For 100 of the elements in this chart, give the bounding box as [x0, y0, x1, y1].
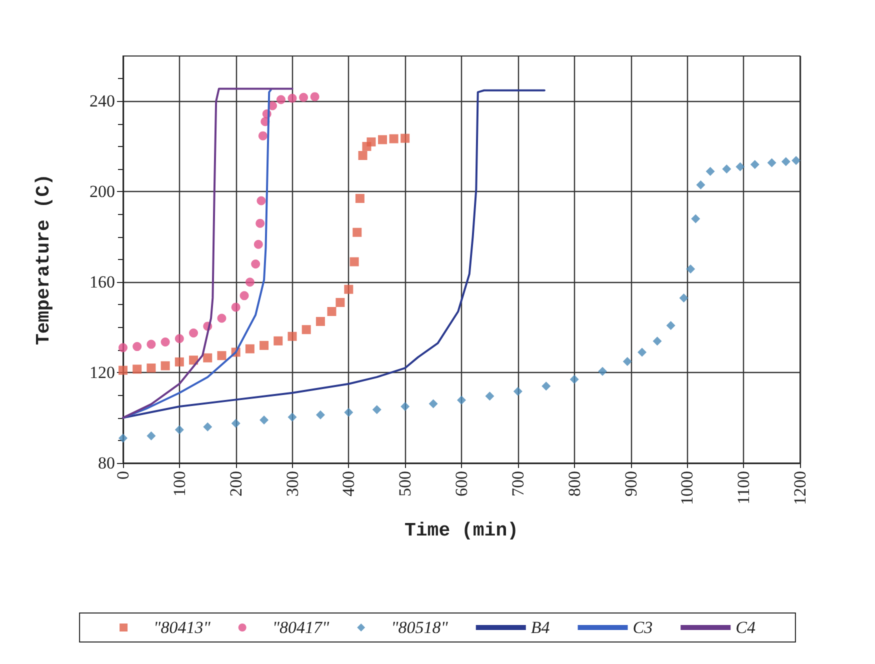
point: [652, 336, 662, 346]
x-tick-label: 1200: [790, 471, 810, 505]
y-tick-label: 80: [98, 454, 115, 472]
y-axis-title: Temperature (C): [32, 174, 54, 346]
x-tick-label: 600: [452, 471, 471, 496]
point: [288, 332, 297, 341]
point: [146, 340, 156, 349]
point: [231, 302, 240, 312]
point: [160, 338, 170, 347]
x-axis-title: Time (min): [404, 520, 519, 542]
point: [344, 284, 354, 294]
point: [750, 160, 760, 170]
point: [274, 336, 283, 346]
point: [679, 293, 688, 302]
y-tick-label: 200: [90, 182, 115, 202]
point: [598, 366, 608, 376]
point: [203, 422, 212, 432]
point: [696, 180, 706, 190]
legend-label: C3: [632, 618, 653, 637]
point: [792, 156, 801, 165]
line-series: [122, 89, 546, 419]
x-tick-label: 1100: [734, 471, 754, 504]
point: [691, 214, 700, 224]
point: [118, 343, 128, 352]
point: [352, 228, 362, 237]
point: [372, 405, 382, 414]
point: [256, 196, 266, 206]
point: [118, 434, 128, 443]
point: [245, 278, 254, 287]
point: [146, 364, 156, 373]
point: [570, 374, 579, 384]
x-tick-label: 900: [621, 471, 640, 496]
point: [378, 135, 388, 144]
point: [245, 344, 254, 354]
legend-label: C4: [736, 618, 756, 637]
legend-label: "80413": [154, 618, 212, 637]
point: [203, 353, 212, 362]
point: [146, 431, 156, 440]
point: [260, 416, 269, 425]
x-tick-label: 300: [282, 471, 302, 496]
point: [513, 386, 522, 396]
point: [174, 357, 184, 366]
point: [258, 131, 268, 140]
point: [400, 402, 410, 411]
point: [428, 399, 438, 408]
point: [299, 92, 308, 102]
x-tick-label: 0: [114, 471, 132, 480]
point: [231, 418, 240, 428]
point: [316, 410, 325, 420]
y-tick-label: 160: [90, 272, 115, 292]
point: [542, 382, 551, 391]
point: [736, 162, 745, 172]
legend-label: "80417": [272, 618, 330, 637]
point: [344, 408, 354, 417]
point: [767, 158, 776, 168]
point: [254, 240, 263, 249]
point: [217, 351, 226, 360]
point: [217, 314, 226, 323]
point: [132, 342, 142, 352]
point: [288, 412, 297, 422]
point: [457, 396, 466, 405]
point: [400, 134, 410, 143]
legend-label: B4: [530, 618, 550, 637]
point: [706, 166, 715, 176]
x-tick-label: 800: [564, 471, 584, 496]
point: [132, 364, 142, 374]
point: [276, 95, 286, 104]
point: [251, 260, 260, 269]
point: [389, 134, 398, 144]
x-tick-label: 1000: [678, 471, 697, 505]
x-tick-label: 700: [508, 471, 528, 496]
point: [638, 348, 647, 357]
legend-label: "80518": [391, 618, 449, 637]
x-tick-label: 100: [170, 471, 189, 496]
point: [366, 137, 376, 146]
point: [240, 291, 249, 300]
x-tick-label: 200: [226, 471, 246, 496]
point: [302, 325, 311, 334]
point: [781, 157, 790, 166]
point: [260, 340, 269, 350]
point: [350, 257, 359, 266]
x-tick-label: 400: [339, 471, 358, 496]
point: [622, 356, 632, 366]
point: [722, 164, 732, 174]
point: [336, 298, 345, 307]
point: [686, 264, 696, 274]
point: [288, 94, 297, 103]
point: [355, 194, 364, 203]
point: [160, 361, 170, 370]
point: [118, 366, 128, 375]
point: [316, 316, 325, 326]
x-tick-label: 500: [396, 471, 415, 496]
point: [358, 150, 368, 160]
point: [666, 321, 676, 330]
point: [327, 307, 336, 316]
point: [174, 425, 184, 434]
y-tick-label: 240: [90, 92, 115, 111]
point: [189, 328, 198, 338]
y-tick-label: 120: [90, 363, 115, 382]
point: [310, 92, 320, 102]
